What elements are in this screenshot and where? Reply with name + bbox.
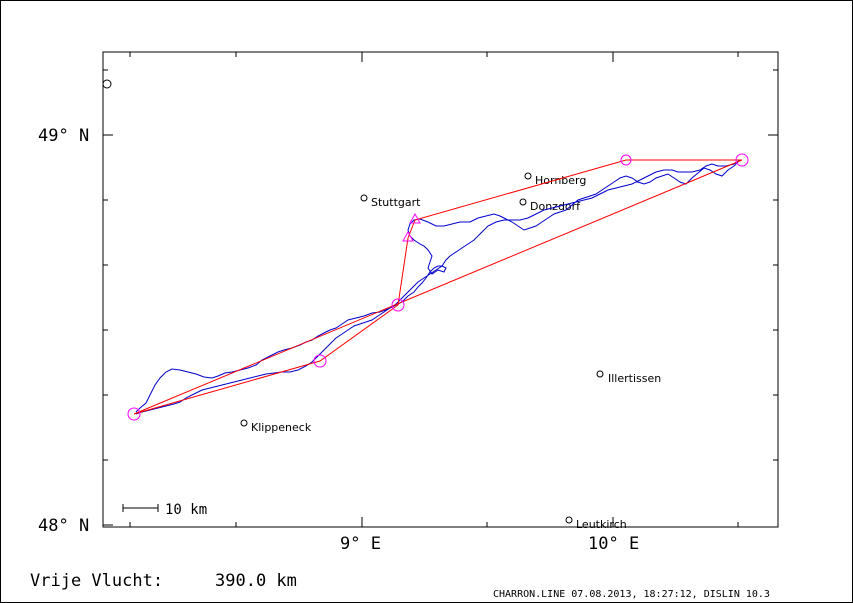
corner-marker (102, 79, 112, 89)
lon-label-10: 10° E (588, 534, 639, 554)
place-klippeneck: Klippeneck (240, 419, 312, 434)
lat-label-49: 49° N (38, 126, 89, 146)
scale-bar: 10 km (122, 502, 207, 518)
distance-value: 390.0 km (215, 571, 297, 591)
place-donzdorf: Donzdorf (519, 198, 581, 213)
turnpoints (127, 153, 749, 421)
flight-track (135, 159, 741, 415)
lat-label-48: 48° N (38, 516, 89, 536)
place-leutkirch: Leutkirch (565, 516, 627, 531)
lon-label-9: 9° E (340, 534, 381, 554)
svg-text:Stuttgart: Stuttgart (371, 196, 421, 209)
distance-label: Vrije Vlucht: (30, 571, 163, 591)
map-frame (102, 51, 779, 528)
ticks (103, 52, 778, 527)
svg-text:Donzdorf: Donzdorf (530, 200, 581, 213)
route-polygon (133, 159, 743, 415)
svg-text:10 km: 10 km (165, 502, 207, 518)
place-illertissen: Illertissen (596, 370, 661, 385)
svg-text:Klippeneck: Klippeneck (251, 421, 312, 434)
place-stuttgart: Stuttgart (360, 194, 421, 209)
svg-text:Illertissen: Illertissen (608, 372, 661, 385)
svg-text:Hornberg: Hornberg (535, 174, 586, 187)
place-hornberg: Hornberg (524, 172, 586, 187)
footer-info: CHARRON.LINE 07.08.2013, 18:27:12, DISLI… (493, 589, 770, 600)
svg-text:Leutkirch: Leutkirch (576, 518, 627, 531)
